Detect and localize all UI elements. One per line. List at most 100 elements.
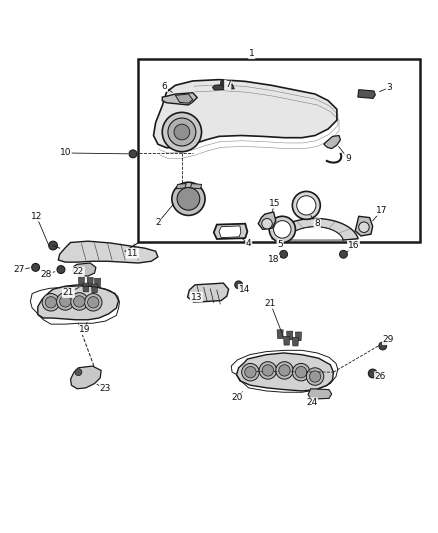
- Text: 28: 28: [41, 270, 52, 279]
- Text: 5: 5: [277, 240, 283, 249]
- Polygon shape: [277, 330, 283, 338]
- Circle shape: [162, 112, 201, 152]
- Circle shape: [276, 362, 293, 379]
- Polygon shape: [258, 212, 276, 229]
- Polygon shape: [58, 241, 158, 263]
- Circle shape: [49, 241, 57, 250]
- Circle shape: [57, 293, 74, 310]
- Circle shape: [259, 362, 277, 379]
- Circle shape: [292, 364, 310, 381]
- Polygon shape: [71, 366, 101, 389]
- Text: 19: 19: [79, 325, 90, 334]
- Polygon shape: [295, 332, 301, 341]
- Text: 12: 12: [31, 212, 42, 221]
- Text: 2: 2: [155, 219, 161, 228]
- Circle shape: [88, 297, 99, 308]
- Text: 17: 17: [376, 206, 387, 215]
- Circle shape: [309, 371, 321, 382]
- Polygon shape: [92, 284, 98, 293]
- Text: 18: 18: [268, 255, 279, 264]
- Polygon shape: [287, 227, 343, 240]
- Text: 9: 9: [345, 154, 351, 163]
- Circle shape: [297, 196, 316, 215]
- Polygon shape: [287, 331, 293, 340]
- Circle shape: [339, 251, 347, 258]
- Polygon shape: [83, 283, 89, 292]
- Polygon shape: [95, 278, 101, 287]
- Circle shape: [32, 263, 39, 271]
- Text: 16: 16: [348, 241, 359, 250]
- Text: 20: 20: [232, 393, 243, 402]
- Circle shape: [74, 296, 85, 307]
- Text: 8: 8: [314, 219, 320, 228]
- Text: 15: 15: [269, 199, 281, 208]
- Text: 27: 27: [13, 265, 25, 274]
- Text: 24: 24: [306, 398, 317, 407]
- Circle shape: [262, 365, 274, 376]
- Circle shape: [245, 367, 256, 378]
- Text: 29: 29: [383, 335, 394, 344]
- Polygon shape: [175, 94, 193, 103]
- Text: 14: 14: [239, 285, 250, 294]
- Circle shape: [379, 342, 387, 350]
- Polygon shape: [358, 90, 375, 99]
- Text: 4: 4: [246, 239, 251, 248]
- Text: 11: 11: [127, 249, 138, 258]
- Text: 23: 23: [100, 384, 111, 393]
- Circle shape: [42, 294, 60, 311]
- Circle shape: [242, 364, 259, 381]
- Polygon shape: [272, 219, 358, 240]
- Circle shape: [75, 369, 82, 376]
- Polygon shape: [176, 183, 186, 189]
- Polygon shape: [212, 84, 234, 90]
- Circle shape: [274, 221, 291, 238]
- Circle shape: [71, 293, 88, 310]
- Circle shape: [45, 297, 57, 308]
- Text: 6: 6: [162, 82, 167, 91]
- Circle shape: [279, 365, 290, 376]
- Text: 7: 7: [225, 80, 231, 90]
- Polygon shape: [292, 337, 298, 346]
- FancyBboxPatch shape: [138, 59, 420, 243]
- Circle shape: [262, 219, 272, 229]
- Circle shape: [235, 281, 243, 289]
- Circle shape: [174, 124, 190, 140]
- Polygon shape: [162, 93, 197, 105]
- Text: 21: 21: [63, 288, 74, 297]
- Text: 1: 1: [249, 50, 254, 59]
- Text: 21: 21: [265, 299, 276, 308]
- Circle shape: [177, 188, 200, 210]
- Text: 26: 26: [375, 372, 386, 381]
- Circle shape: [292, 191, 320, 220]
- Circle shape: [359, 222, 369, 232]
- Circle shape: [368, 369, 377, 378]
- Circle shape: [295, 367, 307, 378]
- Circle shape: [172, 182, 205, 215]
- Text: 13: 13: [191, 293, 202, 302]
- Text: 10: 10: [60, 149, 71, 157]
- Text: 22: 22: [73, 267, 84, 276]
- Polygon shape: [73, 263, 96, 276]
- Text: 3: 3: [386, 83, 392, 92]
- Polygon shape: [355, 216, 373, 236]
- Polygon shape: [237, 353, 333, 391]
- Circle shape: [280, 251, 288, 258]
- Polygon shape: [87, 277, 93, 286]
- Polygon shape: [191, 183, 201, 189]
- Circle shape: [168, 118, 196, 146]
- Polygon shape: [219, 226, 241, 238]
- Polygon shape: [38, 285, 119, 320]
- Circle shape: [306, 368, 324, 385]
- Polygon shape: [284, 336, 290, 345]
- Circle shape: [57, 265, 65, 273]
- Circle shape: [269, 216, 295, 243]
- Polygon shape: [78, 276, 85, 285]
- Polygon shape: [214, 224, 247, 239]
- Circle shape: [220, 80, 226, 86]
- Polygon shape: [153, 79, 337, 148]
- Circle shape: [129, 150, 137, 158]
- Polygon shape: [324, 135, 340, 149]
- Polygon shape: [308, 389, 332, 399]
- Circle shape: [85, 294, 102, 311]
- Polygon shape: [187, 283, 229, 302]
